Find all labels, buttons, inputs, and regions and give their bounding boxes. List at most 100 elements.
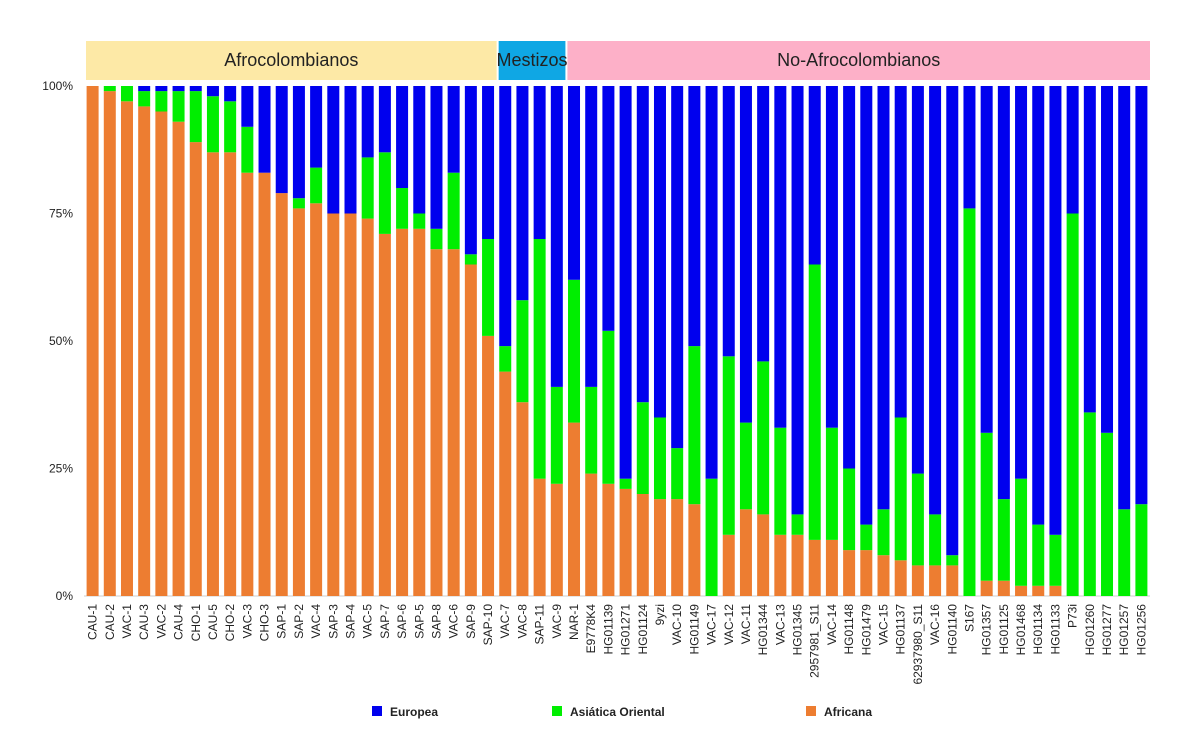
- bar-segment-europea: [757, 86, 770, 362]
- bar-segment-europea: [533, 86, 546, 239]
- x-tick-label: HG01124: [636, 604, 650, 655]
- bar-segment-asi-tica-oriental: [602, 330, 615, 484]
- bar-segment-africana: [568, 422, 581, 596]
- bar-segment-africana: [602, 483, 615, 596]
- x-tick-label: HG01256: [1134, 604, 1148, 656]
- bar-segment-europea: [997, 86, 1010, 500]
- bar-segment-asi-tica-oriental: [1083, 412, 1096, 596]
- bar-segment-europea: [206, 86, 219, 97]
- x-tick-label: HG01468: [1014, 604, 1028, 656]
- x-tick-label: HG01140: [945, 604, 959, 655]
- x-tick-label: VAC-10: [670, 604, 684, 645]
- bar-segment-europea: [636, 86, 649, 403]
- bar-segment-africana: [946, 565, 959, 596]
- bar-segment-asi-tica-oriental: [997, 499, 1010, 581]
- x-tick-label: CAU-4: [172, 604, 186, 640]
- group-header-label: No-Afrocolombianos: [777, 50, 940, 70]
- bar-segment-europea: [619, 86, 632, 479]
- bar-segment-africana: [413, 228, 426, 597]
- bar-segment-europea: [292, 86, 305, 199]
- bar-segment-asi-tica-oriental: [155, 91, 168, 112]
- bar-segment-asi-tica-oriental: [722, 356, 735, 535]
- x-tick-label: SAP-6: [395, 604, 409, 639]
- bar-segment-asi-tica-oriental: [310, 167, 323, 204]
- x-tick-label: HG01277: [1100, 604, 1114, 656]
- bar-segment-africana: [894, 560, 907, 596]
- bar-segment-asi-tica-oriental: [946, 555, 959, 566]
- x-tick-label: S167: [962, 604, 976, 632]
- bar-segment-africana: [103, 91, 116, 596]
- x-tick-label: HG01479: [859, 604, 873, 656]
- x-tick-label: HG01125: [997, 604, 1011, 655]
- bar-segment-europea: [241, 86, 254, 127]
- bar-segment-europea: [963, 86, 976, 209]
- x-tick-label: CAU-3: [137, 604, 151, 640]
- bar-segment-africana: [275, 193, 288, 596]
- x-tick-label: SAP-10: [481, 604, 495, 646]
- bar-segment-europea: [568, 86, 581, 280]
- bar-segment-africana: [361, 218, 374, 596]
- x-tick-label: VAC-16: [928, 604, 942, 645]
- x-tick-label: SAP-9: [464, 604, 478, 639]
- x-tick-label: VAC-1: [120, 604, 134, 639]
- x-tick-label: CAU-1: [86, 604, 100, 640]
- bar-segment-africana: [396, 228, 409, 597]
- x-tick-label: HG01344: [756, 604, 770, 656]
- bar-segment-europea: [1066, 86, 1079, 214]
- bar-segment-asi-tica-oriental: [843, 468, 856, 551]
- bar-segment-asi-tica-oriental: [138, 91, 151, 107]
- bar-segment-africana: [619, 488, 632, 596]
- x-tick-label: VAC-14: [825, 604, 839, 645]
- x-tick-label: HG01357: [980, 604, 994, 656]
- bar-segment-africana: [482, 335, 495, 596]
- bar-segment-africana: [516, 402, 529, 596]
- bar-segment-africana: [550, 483, 563, 596]
- bar-segment-asi-tica-oriental: [636, 402, 649, 494]
- bar-segment-europea: [550, 86, 563, 387]
- bar-segment-europea: [447, 86, 460, 173]
- bar-segment-africana: [224, 152, 237, 597]
- bar-segment-africana: [1049, 585, 1062, 596]
- bar-segment-africana: [464, 264, 477, 596]
- bar-segment-asi-tica-oriental: [430, 228, 443, 250]
- bar-segment-asi-tica-oriental: [413, 213, 426, 229]
- bar-segment-europea: [464, 86, 477, 255]
- bar-segment-africana: [1015, 585, 1028, 596]
- bar-segment-asi-tica-oriental: [653, 417, 666, 500]
- bar-segment-asi-tica-oriental: [447, 172, 460, 250]
- bar-segment-africana: [722, 534, 735, 596]
- x-tick-label: P73i: [1066, 604, 1080, 628]
- x-tick-label: VAC-13: [773, 604, 787, 645]
- bar-segment-europea: [275, 86, 288, 194]
- bar-segment-asi-tica-oriental: [774, 427, 787, 535]
- bar-segment-asi-tica-oriental: [482, 239, 495, 336]
- legend-swatch: [806, 706, 816, 716]
- bar-segment-asi-tica-oriental: [911, 473, 924, 566]
- bar-segment-asi-tica-oriental: [671, 448, 684, 500]
- bar-segment-africana: [860, 550, 873, 596]
- bar-segment-africana: [877, 555, 890, 596]
- x-tick-label: VAC-12: [722, 604, 736, 645]
- bar-segment-europea: [258, 86, 271, 173]
- bar-segment-africana: [585, 473, 598, 596]
- x-tick-label: SAP-2: [292, 604, 306, 639]
- x-tick-label: CAU-5: [206, 604, 220, 640]
- x-tick-label: CHO-1: [189, 604, 203, 642]
- bar-segment-africana: [310, 203, 323, 597]
- bar-segment-asi-tica-oriental: [241, 126, 254, 173]
- bar-segment-africana: [653, 499, 666, 596]
- bar-segment-europea: [224, 86, 237, 102]
- bar-segment-africana: [791, 534, 804, 596]
- bar-segment-europea: [722, 86, 735, 357]
- bar-segment-europea: [482, 86, 495, 239]
- bar-segment-asi-tica-oriental: [172, 91, 185, 122]
- bar-segment-europea: [499, 86, 512, 347]
- x-tick-label: VAC-6: [447, 604, 461, 639]
- bar-segment-asi-tica-oriental: [1135, 504, 1148, 596]
- bar-segment-europea: [1101, 86, 1114, 433]
- bar-segment-europea: [705, 86, 718, 479]
- bar-segment-europea: [653, 86, 666, 418]
- x-tick-label: VAC-4: [309, 604, 323, 639]
- bar-segment-asi-tica-oriental: [980, 432, 993, 581]
